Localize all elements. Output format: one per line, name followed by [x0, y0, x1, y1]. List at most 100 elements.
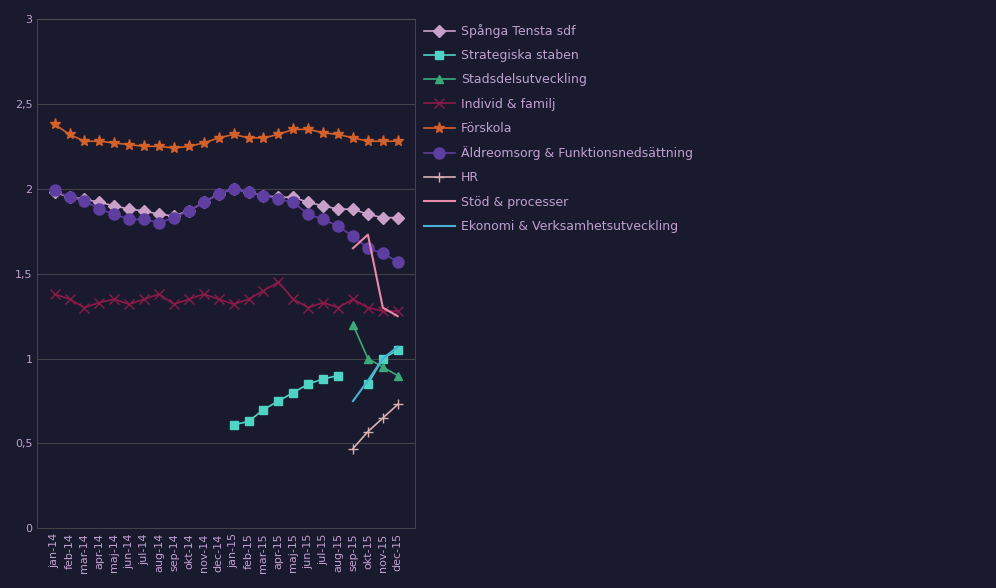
Spånga Tensta sdf: [288, 194, 300, 201]
Äldreomsorg & Funktionsnedsättning: [213, 191, 225, 198]
Stöd & processer: [362, 231, 374, 238]
Individ & familj: [49, 290, 61, 298]
Stöd & processer: [391, 313, 403, 320]
Äldreomsorg & Funktionsnedsättning: [332, 223, 344, 230]
Spånga Tensta sdf: [302, 199, 314, 206]
Förskola: [79, 138, 91, 145]
Spånga Tensta sdf: [198, 199, 210, 206]
Spånga Tensta sdf: [138, 208, 150, 215]
Äldreomsorg & Funktionsnedsättning: [49, 187, 61, 194]
Äldreomsorg & Funktionsnedsättning: [64, 194, 76, 201]
Individ & familj: [273, 279, 285, 286]
Äldreomsorg & Funktionsnedsättning: [124, 216, 135, 223]
Individ & familj: [168, 300, 180, 308]
Spånga Tensta sdf: [94, 199, 106, 206]
Line: Stöd & processer: Stöd & processer: [353, 235, 397, 316]
Förskola: [243, 134, 255, 141]
Äldreomsorg & Funktionsnedsättning: [391, 258, 403, 265]
Spånga Tensta sdf: [258, 192, 270, 199]
Äldreomsorg & Funktionsnedsättning: [168, 214, 180, 221]
Spånga Tensta sdf: [168, 212, 180, 219]
Förskola: [376, 138, 388, 145]
Strategiska staben: [362, 380, 374, 387]
Äldreomsorg & Funktionsnedsättning: [153, 219, 165, 226]
Individ & familj: [317, 299, 329, 306]
Äldreomsorg & Funktionsnedsättning: [138, 216, 150, 223]
Spånga Tensta sdf: [332, 206, 344, 213]
Spånga Tensta sdf: [153, 211, 165, 218]
Stadsdelsutveckling: [347, 321, 359, 328]
Äldreomsorg & Funktionsnedsättning: [362, 245, 374, 252]
Legend: Spånga Tensta sdf, Strategiska staben, Stadsdelsutveckling, Individ & familj, Fö: Spånga Tensta sdf, Strategiska staben, S…: [418, 19, 698, 238]
Spånga Tensta sdf: [49, 189, 61, 196]
Förskola: [258, 134, 270, 141]
Individ & familj: [258, 287, 270, 294]
Förskola: [302, 126, 314, 133]
Spånga Tensta sdf: [362, 211, 374, 218]
Spånga Tensta sdf: [228, 185, 240, 192]
Individ & familj: [362, 304, 374, 311]
Äldreomsorg & Funktionsnedsättning: [109, 211, 121, 218]
Line: Äldreomsorg & Funktionsnedsättning: Äldreomsorg & Funktionsnedsättning: [49, 183, 403, 268]
Individ & familj: [124, 300, 135, 308]
Förskola: [213, 134, 225, 141]
Äldreomsorg & Funktionsnedsättning: [198, 199, 210, 206]
Ekonomi & Verksamhetsutveckling: [362, 377, 374, 384]
Spånga Tensta sdf: [347, 206, 359, 213]
Individ & familj: [347, 296, 359, 303]
Individ & familj: [94, 299, 106, 306]
Individ & familj: [302, 304, 314, 311]
Spånga Tensta sdf: [213, 191, 225, 198]
Line: HR: HR: [349, 400, 402, 453]
Förskola: [317, 129, 329, 136]
Äldreomsorg & Funktionsnedsättning: [258, 192, 270, 199]
Förskola: [168, 145, 180, 152]
Äldreomsorg & Funktionsnedsättning: [376, 250, 388, 257]
Förskola: [124, 141, 135, 148]
Förskola: [49, 121, 61, 128]
Förskola: [347, 134, 359, 141]
Individ & familj: [109, 296, 121, 303]
Individ & familj: [391, 308, 403, 315]
Spånga Tensta sdf: [317, 202, 329, 209]
Stöd & processer: [376, 304, 388, 311]
Spånga Tensta sdf: [64, 194, 76, 201]
Strategiska staben: [376, 355, 388, 362]
Line: Ekonomi & Verksamhetsutveckling: Ekonomi & Verksamhetsutveckling: [353, 347, 397, 401]
Individ & familj: [153, 290, 165, 298]
Förskola: [288, 126, 300, 133]
Äldreomsorg & Funktionsnedsättning: [347, 233, 359, 240]
Spånga Tensta sdf: [109, 202, 121, 209]
Spånga Tensta sdf: [183, 208, 195, 215]
Förskola: [183, 143, 195, 150]
Line: Individ & familj: Individ & familj: [50, 278, 402, 316]
Äldreomsorg & Funktionsnedsättning: [302, 211, 314, 218]
Individ & familj: [183, 296, 195, 303]
Individ & familj: [288, 296, 300, 303]
Förskola: [362, 138, 374, 145]
Individ & familj: [376, 308, 388, 315]
Ekonomi & Verksamhetsutveckling: [391, 343, 403, 350]
Förskola: [228, 131, 240, 138]
Förskola: [198, 139, 210, 146]
HR: [391, 401, 403, 408]
Stadsdelsutveckling: [376, 363, 388, 370]
Äldreomsorg & Funktionsnedsättning: [183, 208, 195, 215]
Förskola: [332, 131, 344, 138]
Strategiska staben: [391, 346, 403, 353]
Individ & familj: [213, 296, 225, 303]
Individ & familj: [198, 290, 210, 298]
Line: Förskola: Förskola: [49, 119, 403, 153]
Spånga Tensta sdf: [273, 194, 285, 201]
Spånga Tensta sdf: [243, 189, 255, 196]
Line: Spånga Tensta sdf: Spånga Tensta sdf: [51, 185, 402, 222]
Äldreomsorg & Funktionsnedsättning: [94, 206, 106, 213]
Individ & familj: [332, 304, 344, 311]
Förskola: [273, 131, 285, 138]
Individ & familj: [138, 296, 150, 303]
Spånga Tensta sdf: [376, 214, 388, 221]
HR: [376, 415, 388, 422]
Ekonomi & Verksamhetsutveckling: [376, 355, 388, 362]
Individ & familj: [64, 296, 76, 303]
Line: Strategiska staben: Strategiska staben: [364, 346, 402, 388]
